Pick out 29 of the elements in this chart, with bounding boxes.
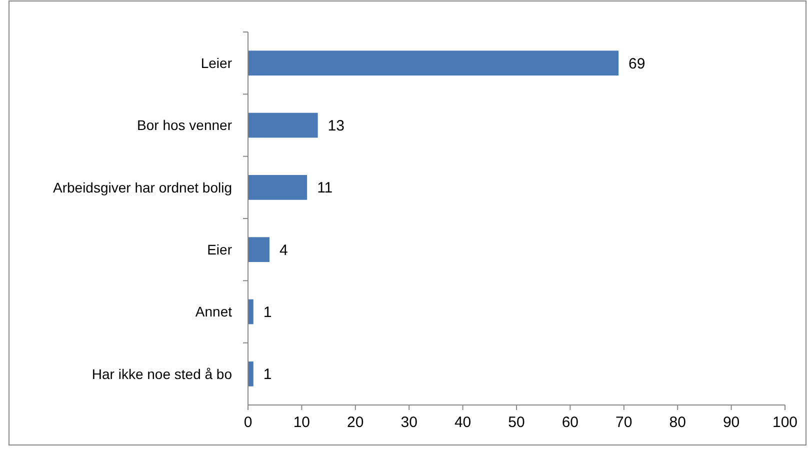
data-label: 69 bbox=[628, 55, 646, 72]
x-tick-label: 70 bbox=[616, 414, 632, 431]
y-tick-label: Har ikke noe sted å bo bbox=[92, 366, 232, 382]
y-tick-label: Bor hos venner bbox=[137, 117, 232, 134]
data-label: 13 bbox=[328, 118, 344, 134]
data-label: 1 bbox=[263, 304, 272, 321]
data-label: 4 bbox=[279, 242, 288, 259]
y-tick-label: Arbeidsgiver har ordnet bolig bbox=[53, 179, 232, 196]
x-tick-label: 30 bbox=[400, 414, 418, 431]
x-tick-label: 100 bbox=[772, 414, 798, 431]
y-tick-label: Eier bbox=[207, 241, 232, 258]
x-tick-label: 20 bbox=[347, 414, 364, 431]
bar bbox=[248, 361, 254, 386]
x-tick-label: 80 bbox=[669, 414, 686, 431]
bar bbox=[248, 112, 318, 138]
x-tick-label: 0 bbox=[244, 414, 252, 431]
y-tick-label: Leier bbox=[200, 54, 232, 71]
data-label: 11 bbox=[317, 180, 333, 197]
x-tick-label: 40 bbox=[454, 414, 472, 431]
bar bbox=[248, 174, 308, 200]
x-tick-label: 50 bbox=[508, 414, 525, 431]
bar bbox=[248, 50, 619, 76]
data-label: 1 bbox=[263, 366, 272, 384]
x-tick-label: 90 bbox=[722, 414, 740, 431]
bar bbox=[248, 299, 254, 324]
bar bbox=[248, 237, 270, 262]
x-tick-label: 10 bbox=[293, 414, 310, 431]
x-tick-label: 60 bbox=[562, 414, 579, 431]
y-tick-label: Annet bbox=[195, 304, 232, 320]
